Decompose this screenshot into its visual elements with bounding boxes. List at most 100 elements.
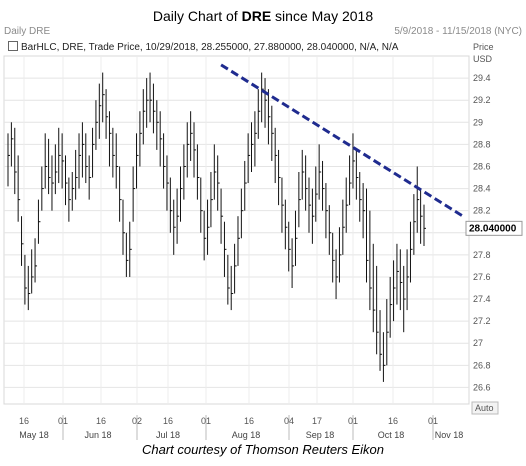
price-tick-label: 28.2 (473, 206, 491, 216)
price-bar (403, 265, 406, 333)
plot-area (3, 55, 470, 405)
price-bar (355, 149, 359, 200)
price-tick-label: 26.6 (473, 382, 491, 392)
title-ticker: DRE (241, 8, 272, 24)
price-bar (423, 204, 426, 247)
price-bar (298, 172, 301, 228)
price-bar (98, 83, 102, 139)
price-bar (166, 155, 169, 211)
price-bar (207, 199, 210, 255)
price-bar (85, 133, 88, 184)
price-bar (200, 177, 203, 233)
price-bar (179, 166, 183, 222)
price-bar (122, 199, 125, 255)
price-tick-label: 28.4 (473, 184, 491, 194)
price-bar (159, 111, 163, 167)
legend-text: BarHLC, DRE, Trade Price, 10/29/2018, 28… (21, 42, 399, 53)
price-bar (196, 144, 200, 200)
day-tick-label: 16 (163, 416, 173, 426)
price-bar (24, 254, 27, 305)
price-bar (190, 111, 193, 161)
price-bar (51, 155, 54, 211)
price-bar (369, 210, 372, 311)
price-tick-label: 28.8 (473, 139, 491, 149)
price-bar (315, 166, 318, 222)
price-bar (237, 216, 240, 266)
price-bar (78, 133, 82, 189)
price-tick-label: 27.6 (473, 272, 491, 282)
price-bar (37, 199, 41, 244)
price-bar (213, 144, 217, 200)
price-bar (396, 243, 399, 305)
price-bar (389, 276, 393, 338)
month-label: Aug 18 (232, 430, 261, 440)
price-bar (416, 166, 420, 233)
price-bar (288, 221, 291, 272)
month-label: Jun 18 (84, 430, 111, 440)
price-bar (64, 155, 68, 206)
price-bar (420, 188, 423, 244)
price-bar (142, 89, 146, 145)
price-bar (301, 149, 305, 200)
price-bar (75, 149, 78, 200)
price-bar (271, 105, 274, 161)
price-tick-label: 29.2 (473, 95, 491, 105)
price-bar (284, 199, 288, 250)
price-bar (291, 238, 295, 288)
price-bar (27, 265, 31, 311)
price-tick-label: 28.6 (473, 161, 491, 171)
price-bar (146, 78, 149, 128)
month-label: Nov 18 (435, 430, 464, 440)
price-bar (227, 254, 230, 305)
price-bar (88, 155, 92, 200)
day-tick-label: 16 (96, 416, 106, 426)
price-bar (332, 232, 335, 283)
price-bar (58, 127, 61, 184)
price-bar (163, 133, 166, 189)
price-bar (17, 155, 21, 222)
price-bar (44, 133, 48, 189)
price-bar (393, 260, 396, 322)
day-tick-label: 16 (19, 416, 29, 426)
price-bar (169, 177, 173, 233)
price-bar (176, 188, 180, 244)
price-bar (278, 149, 281, 206)
last-price-box (465, 220, 523, 236)
price-bar (247, 133, 251, 184)
price-bar (281, 177, 284, 233)
title-suffix: since May 2018 (271, 8, 374, 24)
price-bar (267, 89, 271, 145)
price-bar (328, 205, 332, 255)
chart-title: Daily Chart of DRE since May 2018 (0, 8, 526, 24)
price-bar (34, 238, 38, 283)
price-bar (31, 249, 34, 294)
price-bar (108, 111, 112, 167)
price-tick-label: 27.8 (473, 250, 491, 260)
price-axis-unit: USD (473, 54, 493, 64)
month-label: Oct 18 (378, 430, 405, 440)
price-tick-label: 26.8 (473, 360, 491, 370)
price-tick-label: 27 (473, 338, 483, 348)
month-label: May 18 (19, 430, 49, 440)
price-bar (220, 188, 224, 244)
price-bar (338, 227, 342, 283)
price-bar (48, 138, 51, 195)
price-bar (119, 166, 122, 222)
price-bar (186, 122, 190, 178)
price-bar (254, 111, 257, 167)
price-bar (349, 155, 352, 206)
auto-scale-label: Auto (475, 403, 494, 413)
price-tick-label: 29 (473, 117, 483, 127)
price-bar (95, 100, 98, 150)
price-bar (139, 111, 142, 167)
price-bar (382, 332, 386, 382)
panel-header: Daily DRE 5/9/2018 - 11/15/2018 (NYC) (4, 26, 522, 40)
price-bar (240, 188, 244, 239)
panel-header-right: 5/9/2018 - 11/15/2018 (NYC) (394, 26, 522, 37)
price-bar (311, 188, 315, 244)
price-bar (362, 183, 366, 239)
price-bar (156, 100, 159, 150)
price-bar (210, 172, 213, 228)
auto-scale-button[interactable] (471, 401, 499, 415)
